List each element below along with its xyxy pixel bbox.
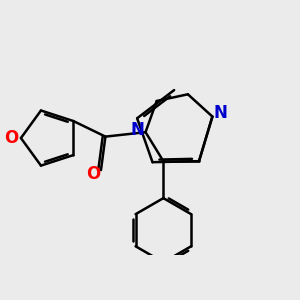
Text: O: O (86, 165, 100, 183)
Text: N: N (214, 104, 227, 122)
Text: N: N (130, 121, 145, 139)
Text: O: O (4, 129, 18, 147)
